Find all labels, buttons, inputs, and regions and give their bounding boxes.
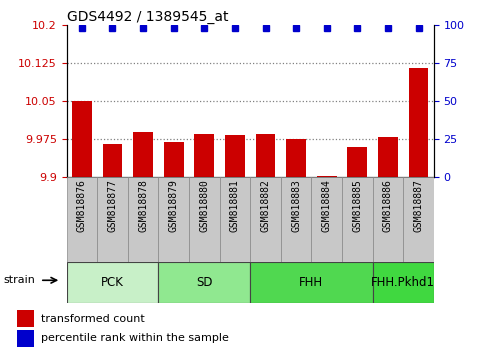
Text: FHH.Pkhd1: FHH.Pkhd1 bbox=[371, 276, 435, 289]
Bar bbox=[103, 144, 122, 177]
Bar bbox=[255, 134, 276, 177]
Text: GSM818885: GSM818885 bbox=[352, 179, 362, 233]
FancyBboxPatch shape bbox=[373, 177, 403, 262]
Text: PCK: PCK bbox=[101, 276, 124, 289]
FancyBboxPatch shape bbox=[342, 177, 373, 262]
Bar bbox=[17, 330, 34, 347]
FancyBboxPatch shape bbox=[189, 177, 219, 262]
Text: SD: SD bbox=[196, 276, 212, 289]
Text: GSM818877: GSM818877 bbox=[107, 179, 117, 233]
Bar bbox=[133, 132, 153, 177]
Text: GSM818884: GSM818884 bbox=[322, 179, 332, 233]
Bar bbox=[164, 143, 183, 177]
FancyBboxPatch shape bbox=[403, 177, 434, 262]
FancyBboxPatch shape bbox=[219, 177, 250, 262]
Bar bbox=[194, 134, 214, 177]
Bar bbox=[17, 310, 34, 327]
FancyBboxPatch shape bbox=[158, 262, 250, 303]
FancyBboxPatch shape bbox=[312, 177, 342, 262]
Bar bbox=[348, 147, 367, 177]
Bar bbox=[286, 139, 306, 177]
Text: strain: strain bbox=[3, 275, 35, 285]
FancyBboxPatch shape bbox=[67, 262, 158, 303]
FancyBboxPatch shape bbox=[128, 177, 158, 262]
FancyBboxPatch shape bbox=[373, 262, 434, 303]
Text: GSM818876: GSM818876 bbox=[77, 179, 87, 233]
Bar bbox=[378, 137, 398, 177]
FancyBboxPatch shape bbox=[158, 177, 189, 262]
Bar bbox=[225, 135, 245, 177]
Text: GSM818882: GSM818882 bbox=[260, 179, 271, 233]
FancyBboxPatch shape bbox=[97, 177, 128, 262]
Text: GSM818880: GSM818880 bbox=[199, 179, 210, 233]
FancyBboxPatch shape bbox=[281, 177, 312, 262]
Text: percentile rank within the sample: percentile rank within the sample bbox=[40, 333, 228, 343]
Text: GDS4492 / 1389545_at: GDS4492 / 1389545_at bbox=[67, 10, 228, 24]
Text: GSM818887: GSM818887 bbox=[414, 179, 423, 233]
Text: GSM818886: GSM818886 bbox=[383, 179, 393, 233]
Bar bbox=[72, 101, 92, 177]
FancyBboxPatch shape bbox=[67, 177, 97, 262]
Bar bbox=[317, 176, 337, 177]
Text: GSM818878: GSM818878 bbox=[138, 179, 148, 233]
Text: GSM818881: GSM818881 bbox=[230, 179, 240, 233]
Text: transformed count: transformed count bbox=[40, 314, 144, 324]
FancyBboxPatch shape bbox=[250, 262, 373, 303]
Text: GSM818883: GSM818883 bbox=[291, 179, 301, 233]
FancyBboxPatch shape bbox=[250, 177, 281, 262]
Text: FHH: FHH bbox=[299, 276, 323, 289]
Bar bbox=[409, 68, 428, 177]
Text: GSM818879: GSM818879 bbox=[169, 179, 178, 233]
